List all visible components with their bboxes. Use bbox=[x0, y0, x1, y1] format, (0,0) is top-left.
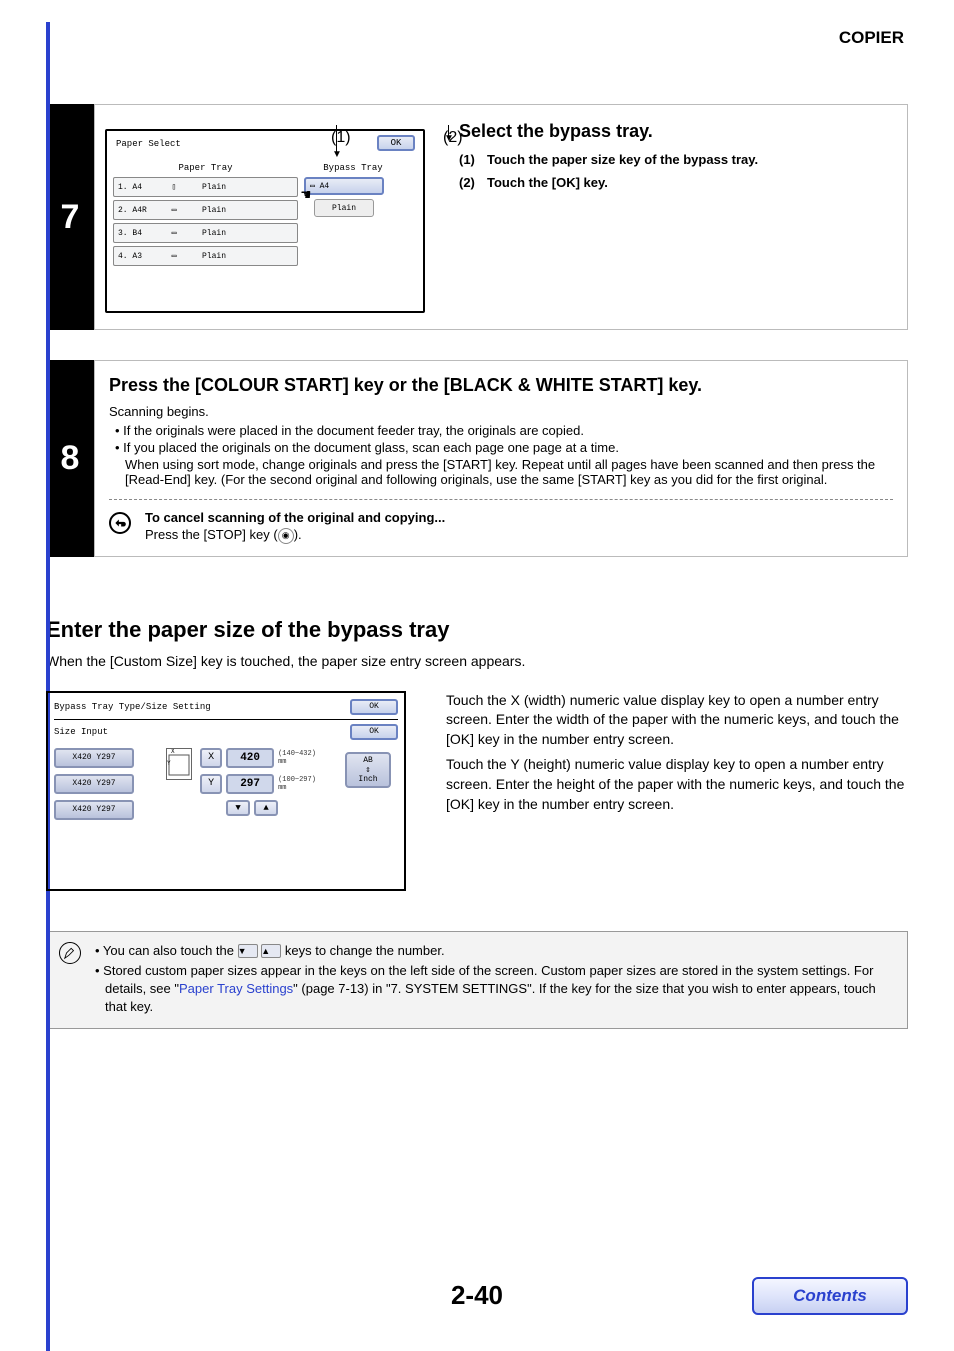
size-text-p1: Touch the X (width) numeric value displa… bbox=[446, 691, 908, 750]
ok-button[interactable]: OK bbox=[377, 135, 415, 151]
ok-button[interactable]: OK bbox=[350, 724, 398, 740]
step-8-row: 8 Press the [COLOUR START] key or the [B… bbox=[46, 360, 908, 557]
substep-text: Touch the [OK] key. bbox=[487, 175, 608, 190]
pencil-note-icon bbox=[59, 942, 81, 964]
tray-row[interactable]: 3. B4▭Plain bbox=[113, 223, 298, 243]
note-bullet: • Stored custom paper sizes appear in th… bbox=[95, 962, 895, 1017]
stored-size-button[interactable]: X420 Y297 bbox=[54, 800, 134, 820]
stop-key-icon: ◉ bbox=[278, 528, 294, 544]
stored-size-button[interactable]: X420 Y297 bbox=[54, 748, 134, 768]
tray-row[interactable]: 1. A4▯Plain bbox=[113, 177, 298, 197]
down-key-icon: ▼ bbox=[238, 944, 258, 958]
paper-tray-label: Paper Tray bbox=[113, 163, 298, 173]
up-key-icon: ▲ bbox=[261, 944, 281, 958]
step-8-text: Scanning begins. bbox=[109, 404, 893, 419]
up-button[interactable]: ▲ bbox=[254, 800, 278, 816]
section-heading: Enter the paper size of the bypass tray bbox=[46, 617, 908, 643]
page-header: COPIER bbox=[46, 28, 908, 48]
x-range-label: (140~432) mm bbox=[278, 750, 316, 766]
bypass-type-button[interactable]: Plain bbox=[314, 199, 374, 217]
step-8-bullet: • If you placed the originals on the doc… bbox=[115, 440, 893, 455]
size-input-label: Size Input bbox=[54, 727, 108, 737]
side-accent-bar bbox=[46, 22, 50, 1351]
size-entry-figure: Bypass Tray Type/Size Setting OK Size In… bbox=[46, 691, 406, 891]
svg-text:X: X bbox=[171, 749, 175, 755]
orientation-icon: XY bbox=[166, 748, 192, 780]
step-7-instructions: Select the bypass tray. (1)Touch the pap… bbox=[445, 105, 907, 329]
back-arrow-icon bbox=[109, 512, 131, 534]
y-value-button[interactable]: 297 bbox=[226, 774, 274, 794]
size-text-p2: Touch the Y (height) numeric value displ… bbox=[446, 755, 908, 814]
cancel-body: Press the [STOP] key (◉). bbox=[145, 527, 445, 544]
size-entry-row: Bypass Tray Type/Size Setting OK Size In… bbox=[46, 691, 908, 891]
note-bullet: • You can also touch the ▼ ▲ keys to cha… bbox=[95, 942, 895, 960]
y-range-label: (100~297) mm bbox=[278, 776, 316, 792]
size-entry-instructions: Touch the X (width) numeric value displa… bbox=[406, 691, 908, 891]
section-intro: When the [Custom Size] key is touched, t… bbox=[46, 653, 908, 669]
step-7-heading: Select the bypass tray. bbox=[459, 121, 893, 142]
step-8-sub-text: When using sort mode, change originals a… bbox=[125, 457, 893, 487]
tray-row[interactable]: 4. A3▭Plain bbox=[113, 246, 298, 266]
divider bbox=[109, 499, 893, 500]
ok-button[interactable]: OK bbox=[350, 699, 398, 715]
step-number-8: 8 bbox=[46, 360, 94, 557]
x-value-button[interactable]: 420 bbox=[226, 748, 274, 768]
unit-toggle-button[interactable]: AB ⇕ Inch bbox=[345, 752, 391, 788]
cancel-note: To cancel scanning of the original and c… bbox=[109, 510, 893, 544]
substep-number: (2) bbox=[459, 175, 487, 190]
bypass-size-button[interactable]: ▭ A4 bbox=[304, 177, 384, 195]
note-box: • You can also touch the ▼ ▲ keys to cha… bbox=[46, 931, 908, 1030]
stored-size-button[interactable]: X420 Y297 bbox=[54, 774, 134, 794]
step-7-content: (1) (2) ▼ ▼ Paper Select OK Paper Tray 1… bbox=[94, 104, 908, 330]
svg-text:Y: Y bbox=[167, 760, 171, 767]
tray-row[interactable]: 2. A4R▭Plain bbox=[113, 200, 298, 220]
size-panel-title: Bypass Tray Type/Size Setting bbox=[54, 702, 211, 712]
substep-number: (1) bbox=[459, 152, 487, 167]
step-8-content: Press the [COLOUR START] key or the [BLA… bbox=[94, 360, 908, 557]
down-button[interactable]: ▼ bbox=[226, 800, 250, 816]
paper-select-screen: Paper Select OK Paper Tray 1. A4▯Plain 2… bbox=[105, 129, 425, 313]
substep-text: Touch the paper size key of the bypass t… bbox=[487, 152, 758, 167]
pointer-hand-icon: ☚ bbox=[301, 185, 311, 205]
contents-button[interactable]: Contents bbox=[752, 1277, 908, 1315]
step-8-heading: Press the [COLOUR START] key or the [BLA… bbox=[109, 375, 893, 396]
bypass-tray-label: Bypass Tray bbox=[298, 163, 408, 173]
cancel-heading: To cancel scanning of the original and c… bbox=[145, 510, 445, 525]
step-8-bullet: • If the originals were placed in the do… bbox=[115, 423, 893, 438]
step-number-7: 7 bbox=[46, 104, 94, 330]
callout-arrow-icon: ▼ bbox=[444, 133, 454, 144]
paper-tray-settings-link[interactable]: Paper Tray Settings bbox=[179, 981, 293, 996]
paper-select-title: Paper Select bbox=[113, 137, 417, 155]
step-7-figure: (1) (2) ▼ ▼ Paper Select OK Paper Tray 1… bbox=[95, 105, 445, 329]
step-7-row: 7 (1) (2) ▼ ▼ Paper Select OK Paper Tray… bbox=[46, 104, 908, 330]
y-label: Y bbox=[200, 774, 222, 794]
x-label: X bbox=[200, 748, 222, 768]
